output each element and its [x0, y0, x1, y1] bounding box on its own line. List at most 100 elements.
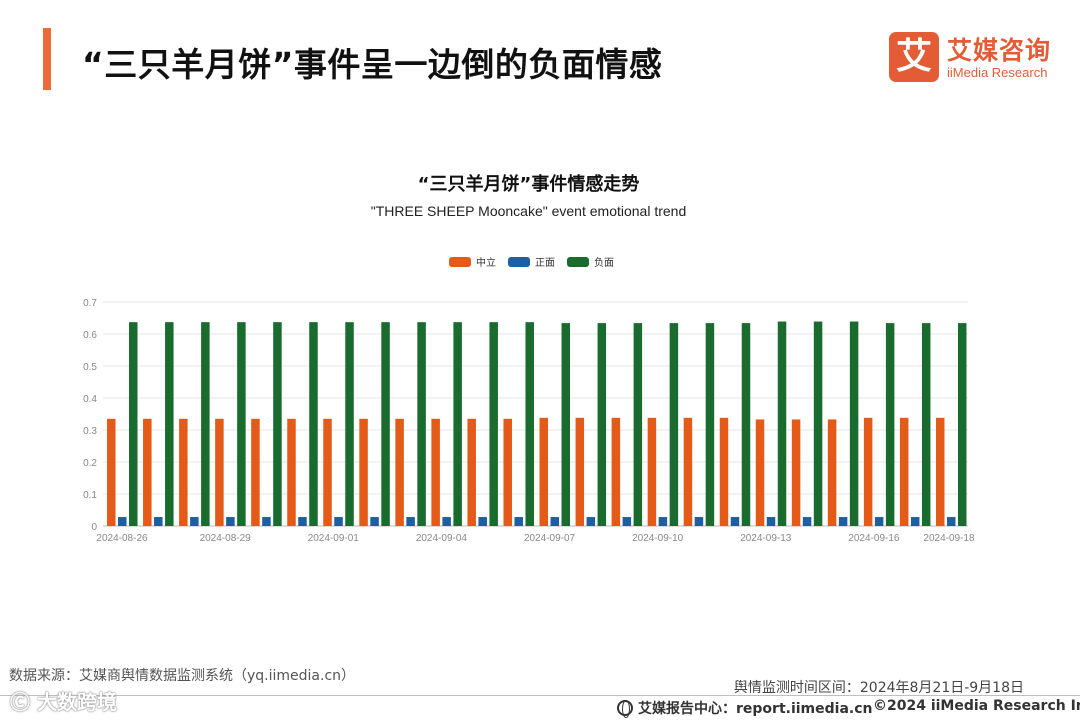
sentiment-bar-chart: 0 0.1 0.2 0.3 0.4 0.5 0.6 0.7 2024-08-26 2024-08-…	[83, 298, 975, 544]
bar-neutral	[719, 417, 729, 526]
bar-positive	[658, 517, 668, 526]
bar-negative	[921, 323, 931, 526]
bar-neutral	[251, 418, 260, 526]
bar-neutral	[647, 417, 657, 526]
bar-negative	[777, 321, 787, 526]
legend-label-positive: 正面	[535, 258, 555, 269]
bar-neutral	[143, 418, 152, 526]
copyright-text: ©2024 iiMedia Research Inc	[873, 698, 1080, 714]
bar-neutral	[575, 417, 585, 526]
bar-neutral	[755, 419, 765, 526]
bar-negative	[345, 322, 354, 526]
y-tick-label: 0.6	[83, 330, 97, 341]
x-tick-label: 2024-09-04	[416, 533, 468, 544]
bar-neutral	[683, 417, 693, 526]
bar-neutral	[467, 418, 476, 526]
bar-neutral	[395, 418, 404, 526]
bar-neutral	[863, 417, 873, 526]
bar-negative	[417, 322, 426, 526]
bar-neutral	[359, 418, 368, 526]
y-tick-label: 0.1	[83, 490, 97, 501]
bar-negative	[165, 322, 174, 526]
x-tick-label: 2024-09-13	[740, 533, 792, 544]
watermark: Ⓒ 大数跨境	[10, 690, 117, 714]
chart-subtitle: "THREE SHEEP Mooncake" event emotional t…	[370, 203, 687, 219]
bar-positive	[730, 517, 740, 526]
bar-negative	[525, 322, 534, 526]
bar-positive	[586, 517, 596, 526]
bar-positive	[118, 517, 127, 526]
report-center-text: 艾媒报告中心：report.iimedia.cn	[638, 701, 873, 717]
bar-positive	[154, 517, 163, 526]
legend-swatch-negative	[567, 256, 589, 267]
report-center-link[interactable]: 艾媒报告中心：report.iimedia.cn	[617, 698, 873, 718]
x-tick-label: 2024-09-16	[848, 533, 900, 544]
bar-negative	[381, 322, 390, 526]
bar-negative	[201, 322, 210, 526]
x-tick-label: 2024-08-26	[96, 533, 148, 544]
bar-positive	[910, 517, 920, 526]
globe-icon	[617, 700, 633, 718]
bar-neutral	[935, 417, 945, 526]
bar-negative	[561, 323, 571, 526]
bar-negative	[453, 322, 462, 526]
bar-positive	[262, 517, 271, 526]
chart-legend: 中立 正面 负面	[449, 254, 626, 269]
legend-item-neutral[interactable]: 中立	[449, 254, 496, 269]
bar-positive	[442, 517, 451, 526]
data-source-note: 数据来源：艾媒商舆情数据监测系统（yq.iimedia.cn）	[9, 668, 356, 684]
x-tick-label: 2024-09-01	[308, 533, 360, 544]
bar-neutral	[107, 418, 116, 526]
logo-name-cn: 艾媒咨询	[947, 36, 1052, 65]
legend-item-positive[interactable]: 正面	[508, 254, 555, 269]
bar-negative	[885, 323, 895, 526]
bar-neutral	[215, 418, 224, 526]
bar-negative	[669, 323, 679, 526]
footer-divider	[0, 695, 1080, 696]
bar-positive	[550, 517, 560, 526]
bar-negative	[741, 323, 751, 526]
x-tick-label: 2024-09-07	[524, 533, 576, 544]
bar-negative	[813, 321, 823, 526]
bar-positive	[298, 517, 307, 526]
title-accent-bar	[43, 28, 51, 90]
bar-positive	[478, 517, 487, 526]
y-tick-label: 0.4	[83, 394, 97, 405]
chart-title: “三只羊月饼”事件情感走势	[417, 174, 640, 195]
bar-neutral	[503, 418, 512, 526]
y-tick-label: 0.7	[83, 298, 97, 309]
bar-negative	[129, 322, 138, 526]
bar-neutral	[899, 417, 909, 526]
x-tick-label: 2024-08-29	[200, 533, 252, 544]
bar-positive	[802, 517, 812, 526]
bar-negative	[273, 322, 282, 526]
bar-neutral	[611, 417, 621, 526]
bar-neutral	[539, 417, 549, 526]
legend-label-negative: 负面	[594, 258, 614, 269]
bar-neutral	[827, 419, 837, 526]
bar-neutral	[287, 418, 296, 526]
legend-label-neutral: 中立	[476, 258, 496, 269]
bar-positive	[874, 517, 884, 526]
bar-neutral	[431, 418, 440, 526]
bar-negative	[597, 323, 607, 526]
bar-negative	[309, 322, 318, 526]
y-tick-label: 0.5	[83, 362, 97, 373]
iimedia-logo: 艾 艾媒咨询 iiMedia Research	[889, 32, 1064, 84]
monitoring-period-note: 舆情监测时间区间：2024年8月21日-9月18日	[733, 680, 1024, 696]
logo-name-en: iiMedia Research	[947, 65, 1048, 80]
y-tick-label: 0.3	[83, 426, 97, 437]
page-title: “三只羊月饼”事件呈一边倒的负面情感	[82, 45, 663, 84]
bar-positive	[514, 517, 523, 526]
y-tick-label: 0.2	[83, 458, 97, 469]
bar-positive	[946, 517, 956, 526]
bar-positive	[622, 517, 632, 526]
bar-neutral	[323, 418, 332, 526]
bar-positive	[370, 517, 379, 526]
bar-negative	[633, 323, 643, 526]
bar-negative	[957, 323, 967, 526]
bar-positive	[334, 517, 343, 526]
legend-item-negative[interactable]: 负面	[567, 254, 614, 269]
x-tick-label: 2024-09-18	[923, 533, 975, 544]
y-tick-label: 0	[91, 522, 97, 533]
